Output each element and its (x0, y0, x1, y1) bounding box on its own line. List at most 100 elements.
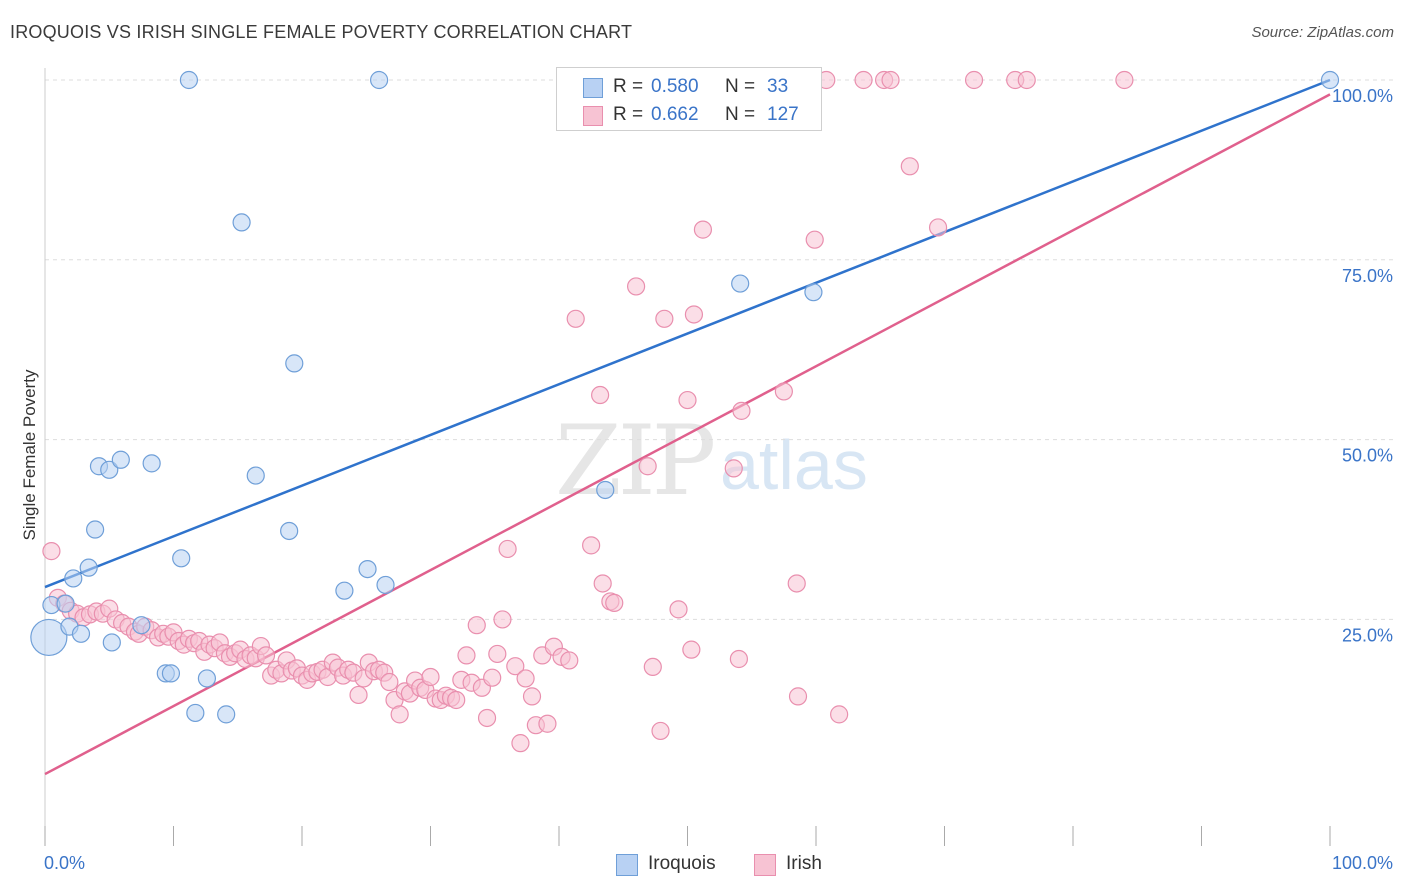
iroquois-point (285, 354, 304, 373)
y-tick-label: 100.0% (1332, 86, 1393, 106)
irish-point (684, 305, 704, 324)
irish-legend-swatch (754, 854, 776, 876)
irish-point (42, 542, 61, 561)
watermark-atlas: atlas (720, 426, 868, 504)
irish-point (477, 708, 497, 728)
grid-lines (45, 79, 1395, 620)
irish-point (830, 705, 849, 724)
x-tick-label: 100.0% (1332, 853, 1393, 873)
irish-point (390, 705, 409, 724)
iroquois-point (197, 669, 217, 688)
iroquois-point (132, 616, 151, 635)
iroquois-point (335, 581, 354, 600)
irish-point (788, 687, 808, 706)
irish-point (421, 667, 440, 687)
irish-point (516, 669, 535, 688)
irish-point (774, 382, 793, 401)
irish-point (881, 70, 900, 90)
irish-point (582, 536, 601, 555)
irish-point (643, 657, 662, 677)
iroquois-point (804, 283, 823, 302)
irish-point (682, 640, 701, 659)
irish-point (678, 390, 697, 410)
iroquois-point (232, 213, 251, 232)
irish-point (506, 657, 525, 676)
irish-point (669, 600, 688, 619)
irish-point (591, 385, 610, 405)
irish-point (380, 672, 399, 692)
irish-point (1017, 70, 1036, 90)
irish-point (638, 457, 657, 476)
y-tick-label: 75.0% (1342, 266, 1393, 286)
source-label: Source: ZipAtlas.com (1251, 24, 1394, 41)
iroquois-point (111, 450, 130, 469)
irish-point (900, 157, 919, 176)
iroquois-point (246, 466, 265, 485)
irish-point (693, 220, 713, 239)
iroquois-point (100, 460, 119, 479)
y-tick-label: 25.0% (1342, 625, 1393, 645)
x-tick-label: 0.0% (44, 853, 85, 873)
irish-point (349, 685, 368, 705)
irish-point (655, 309, 674, 328)
iroquois-point (142, 454, 161, 473)
irish-point (566, 309, 585, 328)
irish-point (488, 644, 507, 664)
irish-point (964, 70, 984, 90)
legend-r-label: R = (613, 104, 644, 125)
irish-point (805, 230, 824, 249)
chart-title: IROQUOIS VS IRISH SINGLE FEMALE POVERTY … (10, 22, 633, 42)
irish-point (729, 649, 749, 669)
irish-swatch (583, 106, 603, 126)
iroquois-point (596, 480, 615, 500)
irish-point (651, 721, 670, 741)
iroquois-point (102, 633, 121, 652)
irish-point (493, 610, 512, 629)
irish-point (605, 593, 624, 612)
irish-point (732, 401, 751, 420)
iroquois-point (79, 558, 98, 577)
irish-point (511, 734, 530, 753)
y-tick-label: 50.0% (1342, 446, 1393, 466)
tick-labels: 25.0% 50.0% 75.0% 100.0% 0.0% 100.0% (44, 86, 1393, 873)
iroquois-point (71, 624, 91, 643)
irish-point (626, 277, 646, 296)
irish-point (854, 70, 873, 90)
iroquois-point (161, 664, 181, 683)
irish-point (483, 668, 502, 687)
legend-r-value: 0.580 (651, 76, 699, 97)
iroquois-point (56, 594, 75, 613)
irish-point (522, 687, 542, 706)
irish-point (1115, 70, 1134, 90)
iroquois-point (370, 70, 389, 90)
iroquois-trendline (44, 78, 1331, 589)
iroquois-legend-swatch (616, 854, 638, 876)
irish-point (498, 539, 517, 559)
legend-r-value: 0.662 (651, 104, 699, 125)
iroquois-point (280, 521, 299, 541)
iroquois-point (376, 575, 395, 595)
legend-row-irish: R = 0.662 N = 127 (557, 100, 821, 130)
irish-point (457, 646, 476, 665)
iroquois-point (30, 618, 68, 657)
correlation-legend: R = 0.580 N = 33 R = 0.662 N = 127 (556, 67, 822, 131)
legend-n-value: 127 (767, 104, 799, 125)
irish-point (928, 218, 948, 237)
data-points (30, 70, 1340, 753)
irish-point (447, 690, 466, 710)
iroquois-point (64, 569, 83, 588)
iroquois-point (179, 70, 199, 90)
irish-point (256, 646, 276, 665)
iroquois-point (86, 520, 105, 539)
irish-point (538, 714, 557, 733)
iroquois-point (172, 549, 191, 568)
irish-point (787, 574, 806, 593)
legend-n-value: 33 (767, 76, 789, 97)
iroquois-point (186, 703, 205, 723)
iroquois-point (217, 705, 236, 724)
legend-n-label: N = (725, 104, 756, 125)
iroquois-point (1320, 70, 1340, 90)
irish-point (724, 459, 743, 478)
irish-point (593, 574, 612, 593)
